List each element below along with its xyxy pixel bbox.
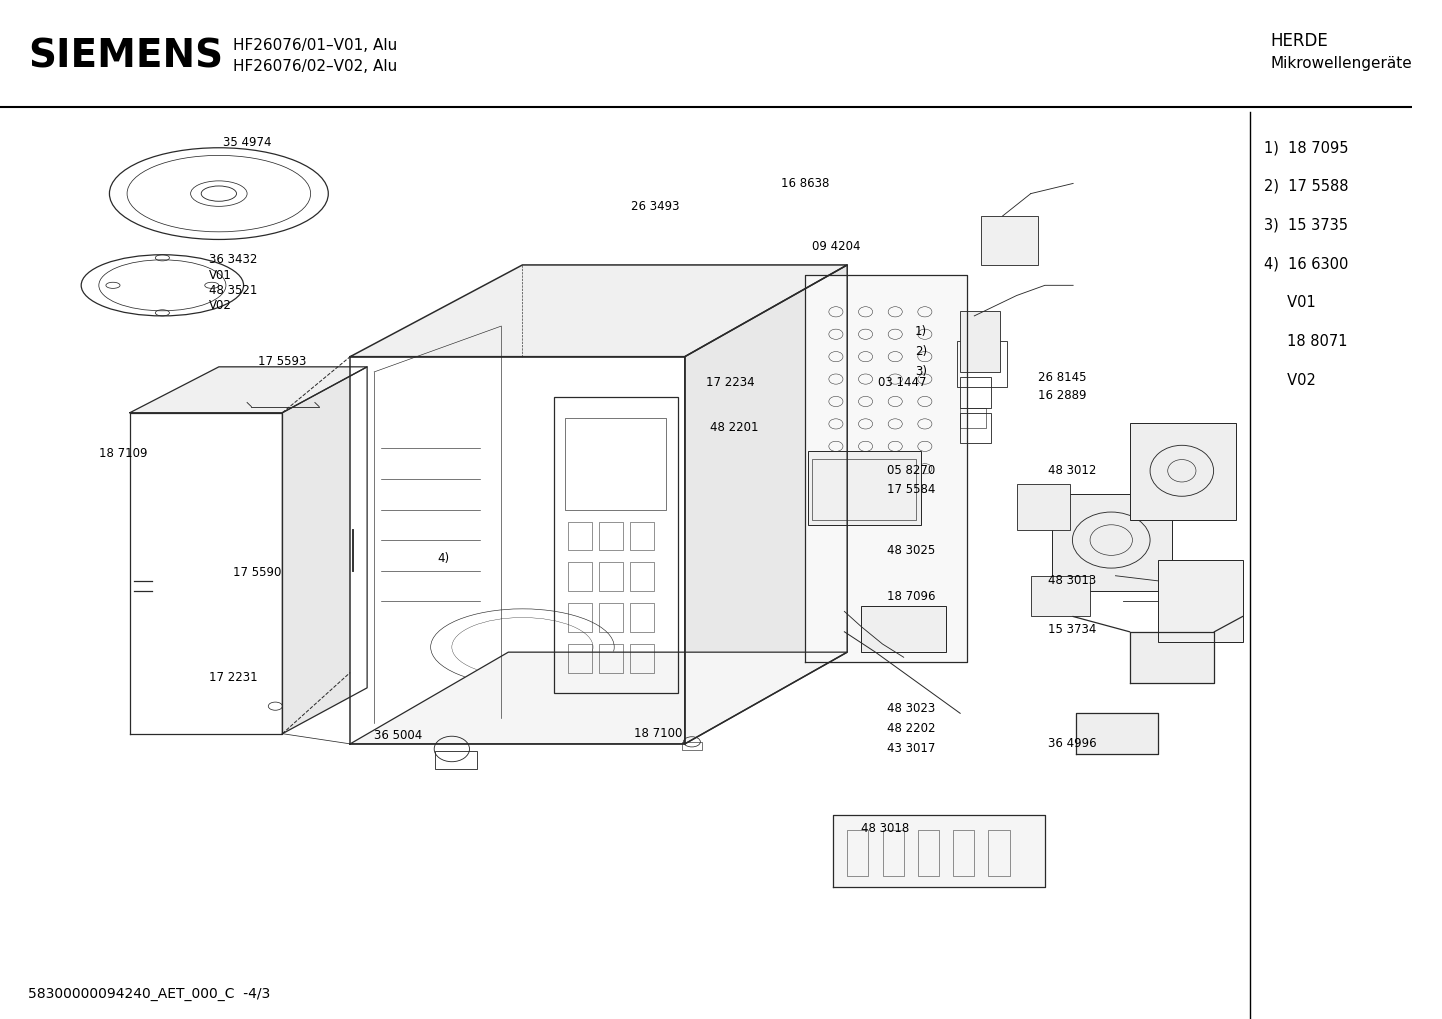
Bar (1017, 484, 1070, 530)
Bar (960, 408, 985, 428)
Bar (568, 603, 591, 632)
Text: 3): 3) (916, 366, 927, 378)
Text: 48 3018: 48 3018 (861, 822, 910, 835)
Bar (554, 397, 678, 693)
Text: 18 7109: 18 7109 (99, 447, 147, 460)
Text: 16 8638: 16 8638 (780, 177, 829, 190)
Text: 17 5584: 17 5584 (887, 483, 934, 495)
Bar (682, 742, 702, 750)
Bar (247, 370, 314, 403)
Bar (1158, 560, 1243, 642)
Bar (988, 830, 1009, 876)
Bar (598, 644, 623, 673)
Bar (917, 830, 939, 876)
Bar (1053, 494, 1172, 591)
Bar (630, 603, 653, 632)
Text: 18 7100: 18 7100 (634, 728, 682, 740)
Polygon shape (350, 357, 685, 744)
Text: 2)  17 5588: 2) 17 5588 (1263, 179, 1348, 194)
Bar (568, 522, 591, 550)
Bar (982, 216, 1038, 265)
Text: 15 3734: 15 3734 (1048, 624, 1096, 636)
Bar (960, 413, 991, 443)
Polygon shape (1129, 632, 1214, 683)
Polygon shape (130, 413, 283, 734)
Text: 26 8145: 26 8145 (1038, 371, 1086, 383)
Bar (960, 377, 991, 408)
Bar (1129, 423, 1236, 520)
Text: 1): 1) (916, 325, 927, 337)
Polygon shape (1076, 713, 1158, 754)
Bar (808, 451, 920, 525)
Polygon shape (130, 367, 368, 413)
Text: HF26076/02–V02, Alu: HF26076/02–V02, Alu (234, 59, 397, 73)
Bar (1031, 576, 1090, 616)
Text: 09 4204: 09 4204 (812, 240, 861, 253)
Polygon shape (805, 275, 968, 662)
Bar (630, 522, 653, 550)
Text: HF26076/01–V01, Alu: HF26076/01–V01, Alu (234, 39, 397, 53)
Bar (953, 830, 975, 876)
Text: 4): 4) (438, 552, 450, 565)
Text: 17 5590: 17 5590 (234, 567, 281, 579)
Bar (630, 644, 653, 673)
Text: 48 3012: 48 3012 (1048, 465, 1096, 477)
Text: 1)  18 7095: 1) 18 7095 (1263, 141, 1348, 155)
Bar (568, 562, 591, 591)
Text: 58300000094240_AET_000_C  -4/3: 58300000094240_AET_000_C -4/3 (29, 986, 271, 1001)
Text: 17 2231: 17 2231 (209, 672, 258, 684)
Polygon shape (283, 367, 368, 734)
Text: 35 4974: 35 4974 (224, 137, 271, 149)
Bar (848, 830, 868, 876)
Bar (960, 311, 999, 372)
Text: V01: V01 (1263, 296, 1315, 310)
Bar (598, 562, 623, 591)
Text: 2): 2) (916, 345, 927, 358)
Text: 48 3521: 48 3521 (209, 284, 257, 297)
Text: V02: V02 (209, 300, 232, 312)
Text: 26 3493: 26 3493 (632, 201, 679, 213)
Text: 48 3023: 48 3023 (887, 702, 934, 714)
Bar (568, 644, 591, 673)
Text: 48 3013: 48 3013 (1048, 575, 1096, 587)
Polygon shape (350, 265, 848, 357)
Text: SIEMENS: SIEMENS (29, 37, 224, 75)
Text: 43 3017: 43 3017 (887, 743, 934, 755)
Polygon shape (350, 652, 848, 744)
Text: Mikrowellengeräte: Mikrowellengeräte (1270, 56, 1413, 70)
Text: V01: V01 (209, 269, 232, 281)
Text: 36 5004: 36 5004 (373, 730, 423, 742)
Bar (883, 830, 904, 876)
Bar (630, 562, 653, 591)
Text: 48 2202: 48 2202 (887, 722, 936, 735)
Text: 18 7096: 18 7096 (887, 590, 936, 602)
Bar (565, 418, 666, 510)
Bar (957, 341, 1007, 387)
Text: 3)  15 3735: 3) 15 3735 (1263, 218, 1348, 232)
Polygon shape (833, 815, 1045, 887)
Text: 05 8270: 05 8270 (887, 465, 934, 477)
Text: 17 5593: 17 5593 (258, 356, 307, 368)
Text: 36 4996: 36 4996 (1048, 738, 1096, 750)
Text: 48 3025: 48 3025 (887, 544, 934, 556)
Text: 36 3432: 36 3432 (209, 254, 257, 266)
Bar (812, 459, 917, 520)
Text: 18 8071: 18 8071 (1263, 334, 1347, 348)
Bar (435, 751, 477, 769)
Text: V02: V02 (1263, 373, 1315, 387)
Bar (598, 603, 623, 632)
Text: 16 2889: 16 2889 (1038, 389, 1086, 401)
Polygon shape (685, 265, 848, 744)
Text: 4)  16 6300: 4) 16 6300 (1263, 257, 1348, 271)
Text: 17 2234: 17 2234 (707, 376, 754, 388)
Bar (861, 606, 946, 652)
Text: 48 2201: 48 2201 (711, 422, 758, 434)
Text: HERDE: HERDE (1270, 32, 1328, 50)
Bar (598, 522, 623, 550)
Text: 03 1447: 03 1447 (878, 376, 927, 388)
